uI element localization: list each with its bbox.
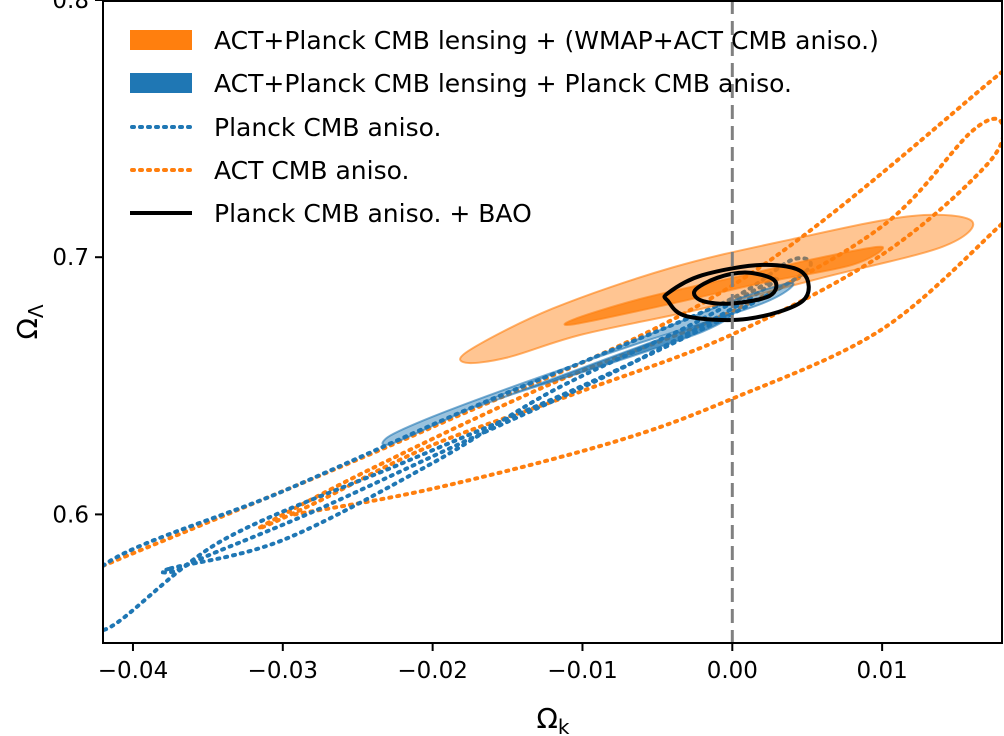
contour-4-68% — [692, 270, 779, 306]
x-tick-label: −0.04 — [98, 658, 168, 684]
plot-area — [102, 0, 1003, 644]
x-axis: −0.04 −0.03 −0.02 −0.01 0.00 0.01 — [98, 643, 908, 684]
x-tick-label: −0.03 — [248, 658, 318, 684]
x-axis-label: Ωk — [537, 702, 570, 736]
legend-label: ACT+Planck CMB lensing + Planck CMB anis… — [214, 69, 792, 98]
legend-item: Planck CMB aniso. + BAO — [130, 199, 532, 228]
y-axis-label: ΩΛ — [11, 304, 48, 339]
y-tick-label: 0.8 — [52, 0, 89, 14]
legend-label: Planck CMB aniso. + BAO — [214, 199, 532, 228]
legend-item: ACT CMB aniso. — [130, 156, 409, 185]
x-tick-label: −0.01 — [547, 658, 617, 684]
legend-item: ACT+Planck CMB lensing + (WMAP+ACT CMB a… — [130, 26, 879, 55]
y-tick-label: 0.6 — [52, 502, 89, 528]
contour-2-95% — [103, 256, 813, 633]
legend-swatch — [130, 30, 192, 50]
series-1 — [381, 281, 795, 446]
contour-4-95% — [662, 262, 811, 323]
contour-3-68% — [256, 116, 1002, 531]
series-4 — [662, 262, 811, 323]
series-0 — [459, 213, 975, 365]
plot-frame — [102, 0, 1003, 644]
x-tick-label: 0.01 — [857, 658, 908, 684]
contour-3-95%-lower — [292, 221, 1002, 517]
contour-layer — [103, 70, 1002, 633]
legend-item: ACT+Planck CMB lensing + Planck CMB anis… — [130, 69, 792, 98]
y-axis: 0.6 0.7 0.8 — [52, 0, 103, 528]
legend: ACT+Planck CMB lensing + (WMAP+ACT CMB a… — [130, 26, 879, 228]
legend-item: Planck CMB aniso. — [130, 113, 441, 142]
x-tick-label: −0.02 — [397, 658, 467, 684]
x-tick-label: 0.00 — [707, 658, 758, 684]
y-tick-label: 0.7 — [52, 245, 89, 271]
contour-1-68% — [475, 312, 735, 408]
contour-0-68% — [563, 245, 885, 326]
legend-swatch — [130, 73, 192, 93]
legend-label: ACT CMB aniso. — [214, 156, 409, 185]
legend-label: Planck CMB aniso. — [214, 113, 441, 142]
legend-label: ACT+Planck CMB lensing + (WMAP+ACT CMB a… — [214, 26, 879, 55]
contour-1-95% — [381, 281, 795, 446]
